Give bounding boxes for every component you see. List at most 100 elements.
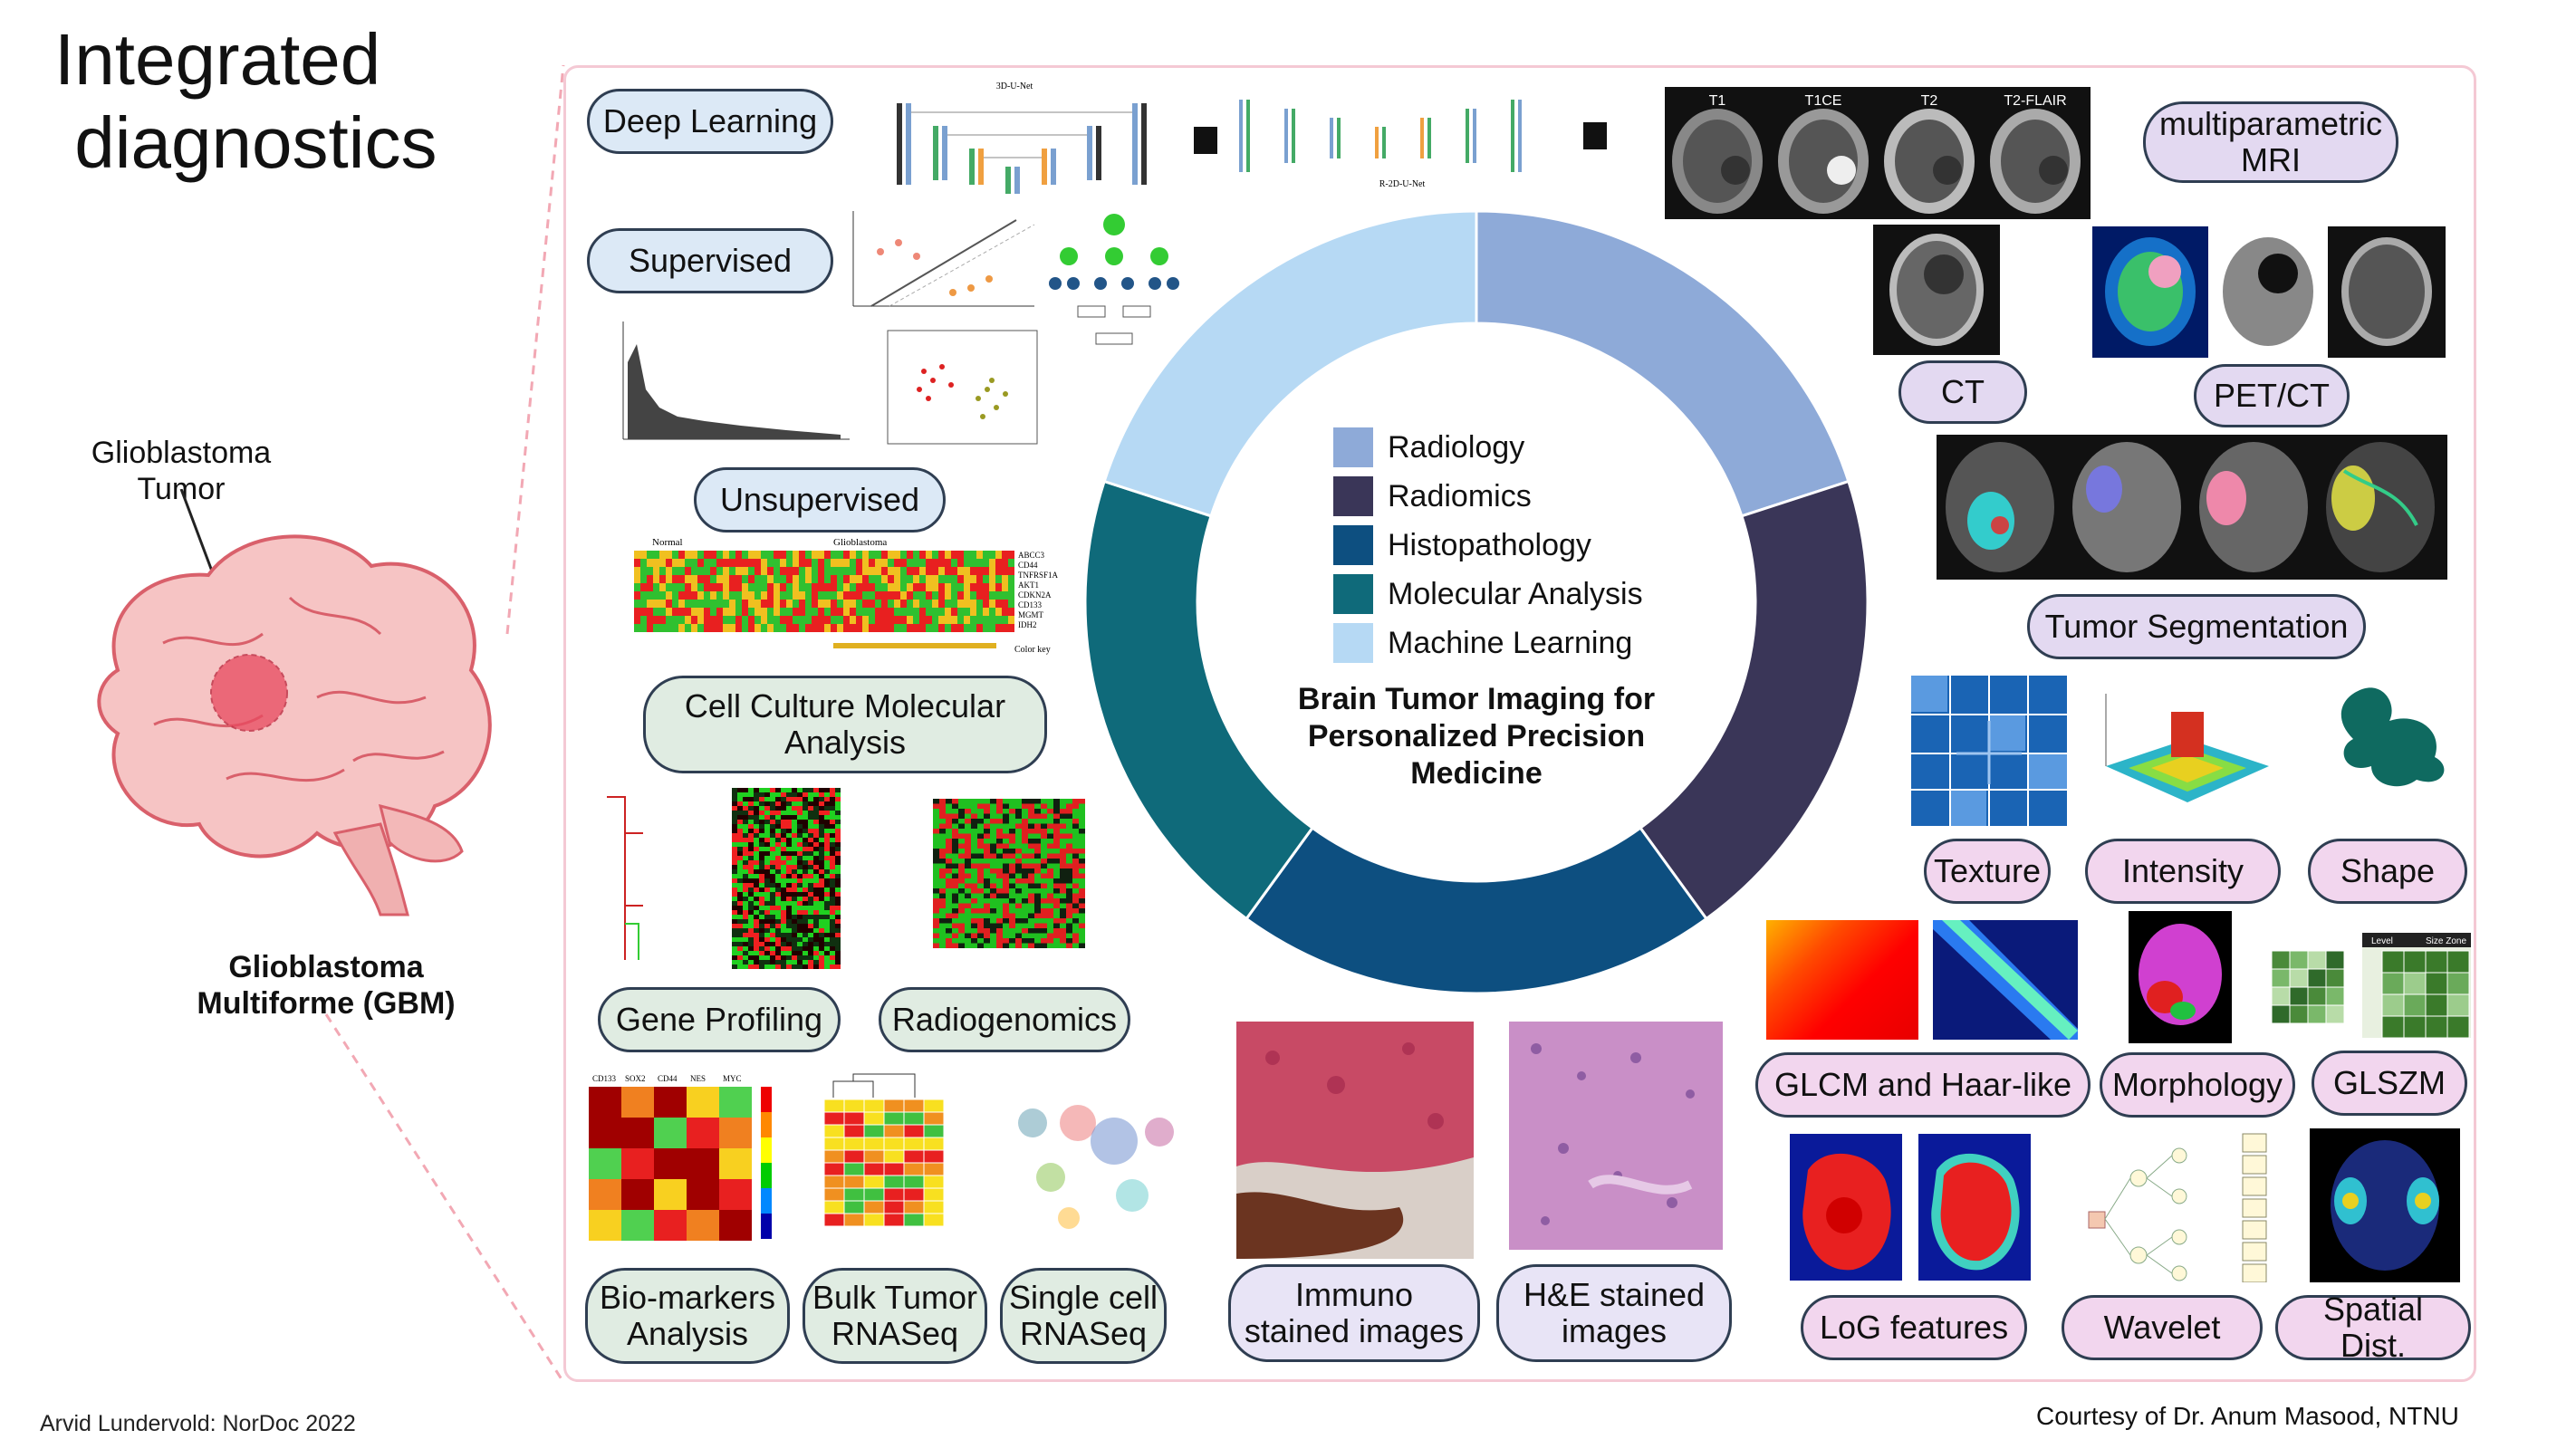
decision-tree (1049, 214, 1179, 345)
gene-profiling-pill: Gene Profiling (598, 987, 841, 1052)
heatmap-gene-label: TNFRSF1A (1018, 571, 1059, 580)
supervised-scatter (852, 211, 1035, 307)
biomarkers-pill: Bio-markers Analysis (585, 1268, 790, 1364)
heatmap-gene-label: CDKN2A (1018, 590, 1052, 600)
author-credit: Arvid Lundervold: NorDoc 2022 (40, 1411, 356, 1436)
donut-segment-machine-learning (1102, 209, 1478, 518)
intensity-surface (2105, 694, 2269, 802)
unet-3d-title: 3D-U-Net (996, 82, 1033, 91)
unsupervised-pill: Unsupervised (694, 467, 946, 533)
mri-sequence-label: T2-FLAIR (2004, 93, 2066, 109)
heatmap-gbm-label: Glioblastoma (833, 537, 887, 548)
pca-scatter (887, 330, 1038, 445)
ct-image (1873, 225, 2000, 355)
legend-label: Machine Learning (1388, 625, 1633, 660)
heatmap-gene-label: CD133 (1018, 600, 1043, 609)
biomarker-heatmap: CD133 SOX2 CD44 NES MYC (589, 1074, 772, 1241)
tumor-label: Glioblastoma Tumor (91, 436, 272, 506)
mri-sequence-label: T1CE (1805, 93, 1842, 109)
deep-learning-pill: Deep Learning (587, 89, 833, 154)
intensity-pill: Intensity (2085, 839, 2281, 904)
he-stained-image (1509, 1022, 1723, 1250)
glszm-pill: GLSZM (2312, 1051, 2467, 1116)
glszm-header: Level (2371, 936, 2393, 946)
mri-sequence-label: T1 (1709, 93, 1726, 109)
tumor-segmentation-pill: Tumor Segmentation (2027, 594, 2366, 659)
supervised-pill: Supervised (587, 228, 833, 293)
immuno-stained-image (1236, 1022, 1474, 1259)
multiparametric-mri-pill: multiparametric MRI (2143, 101, 2398, 183)
heatmap-normal-label: Normal (652, 537, 683, 548)
unet-2d-diagram: R-2D-U-Net (1194, 100, 1607, 189)
radiogenomics-heatmap (933, 799, 1085, 948)
donut-segment-radiology (1475, 209, 1850, 518)
legend-item: Machine Learning (1333, 623, 1632, 663)
spatial-distribution-image (2310, 1128, 2460, 1282)
single-cell-tsne (1018, 1105, 1174, 1229)
gene-profiling-heatmap (607, 788, 841, 969)
donut-segment-radiomics (1638, 479, 1870, 921)
log-image-2 (1918, 1134, 2031, 1281)
wavelet-tree (2088, 1133, 2267, 1282)
spatial-dist-pill: Spatial Dist. (2275, 1291, 2471, 1364)
radiogenomics-pill: Radiogenomics (879, 987, 1130, 1052)
glszm-matrix: Level Size Zone (2272, 933, 2471, 1038)
mri-sequence-label: T2 (1921, 93, 1938, 109)
wavelet-pill: Wavelet (2062, 1295, 2263, 1360)
mri-sequence-row: T1 T1CE T2 T2-FLAIR (1665, 87, 2091, 219)
legend-item: Radiology (1333, 427, 1524, 467)
biomarker-column-label: NES (690, 1074, 706, 1083)
legend-swatch (1333, 427, 1373, 467)
donut-chart (1083, 209, 1870, 995)
gbm-label: Glioblastoma Multiforme (GBM) (197, 950, 456, 1021)
donut-center-text: Brain Tumor Imaging for Personalized Pre… (1297, 682, 1656, 791)
bulk-tumor-pill: Bulk Tumor RNASeq (803, 1268, 987, 1364)
he-stained-pill: H&E stained images (1496, 1264, 1732, 1362)
morphology-image (2129, 911, 2232, 1043)
legend-label: Histopathology (1388, 527, 1591, 562)
legend-item: Radiomics (1333, 476, 1532, 516)
heatmap-gene-label: MGMT (1018, 610, 1044, 619)
biomarker-column-label: CD44 (658, 1074, 678, 1083)
legend-swatch (1333, 476, 1373, 516)
glcm-pill: GLCM and Haar-like (1755, 1052, 2091, 1118)
texture-pill: Texture (1924, 839, 2051, 904)
shape-3d (2341, 687, 2445, 787)
legend-swatch (1333, 623, 1373, 663)
legend-swatch (1333, 525, 1373, 565)
immuno-pill: Immuno stained images (1228, 1264, 1480, 1362)
heatmap-gene-label: ABCC3 (1018, 551, 1045, 560)
shape-pill: Shape (2308, 839, 2467, 904)
heatmap-gene-label: CD44 (1018, 561, 1038, 570)
heatmap-gene-label: AKT1 (1018, 581, 1039, 590)
legend-label: Radiomics (1388, 478, 1532, 513)
unet-2d-title: R-2D-U-Net (1379, 179, 1426, 189)
histogram-plot (605, 308, 859, 453)
ct-pill: CT (1898, 360, 2027, 424)
page-title: Integrated diagnostics (54, 19, 437, 183)
cell-culture-heatmap: Normal Glioblastoma Color key ABCC3CD44T… (634, 537, 1059, 655)
donut-segment-molecular-analysis (1083, 479, 1315, 921)
log-features-pill: LoG features (1801, 1295, 2027, 1360)
biomarker-column-label: SOX2 (625, 1074, 646, 1083)
heatmap-colorkey: Color key (1014, 645, 1051, 655)
legend-label: Molecular Analysis (1388, 576, 1643, 611)
legend-item: Molecular Analysis (1333, 574, 1643, 614)
log-image-1 (1790, 1134, 1902, 1281)
single-cell-pill: Single cell RNASeq (1000, 1268, 1167, 1364)
glcm-image (1766, 920, 1918, 1040)
courtesy-credit: Courtesy of Dr. Anum Masood, NTNU (2036, 1402, 2459, 1430)
legend-swatch (1333, 574, 1373, 614)
texture-grid (1911, 676, 2067, 826)
legend-item: Histopathology (1333, 525, 1591, 565)
bulk-tumor-heatmap (823, 1073, 945, 1227)
pet-ct-images (2092, 226, 2446, 358)
morphology-pill: Morphology (2100, 1052, 2295, 1118)
legend-label: Radiology (1388, 429, 1525, 465)
donut-segment-histopathology (1244, 826, 1709, 995)
glszm-header: Size Zone (2426, 936, 2466, 946)
biomarker-column-label: MYC (723, 1074, 742, 1083)
tumor-segmentation-images (1937, 435, 2447, 580)
pet-ct-pill: PET/CT (2194, 364, 2350, 427)
unet-3d-diagram: 3D-U-Net (897, 82, 1147, 194)
